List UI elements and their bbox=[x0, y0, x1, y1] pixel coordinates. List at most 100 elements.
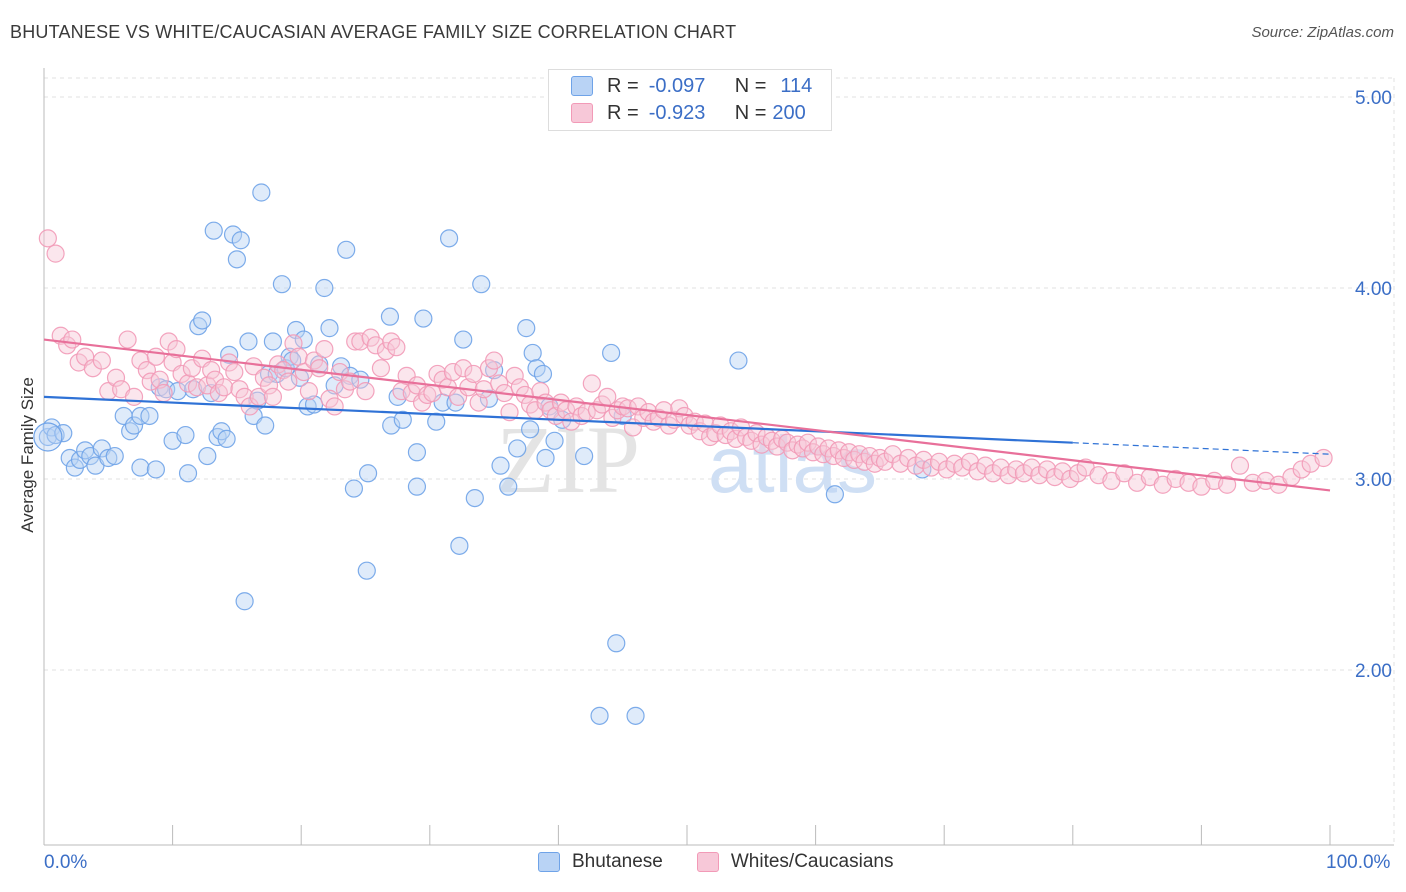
whites-trend-line bbox=[43, 338, 1331, 492]
whites-point bbox=[376, 341, 396, 361]
watermark-zip: ZIP bbox=[496, 406, 640, 513]
whites-point bbox=[531, 382, 550, 401]
bhutanese-point bbox=[358, 464, 378, 483]
whites-point bbox=[991, 458, 1010, 477]
bhutanese-point bbox=[105, 446, 124, 466]
whites-point bbox=[244, 357, 263, 376]
whites-point bbox=[63, 330, 82, 349]
bhutanese-point bbox=[272, 275, 292, 294]
bhutanese-point bbox=[407, 477, 427, 496]
bhutanese-point bbox=[124, 416, 144, 435]
whites-point bbox=[711, 416, 730, 435]
whites-point bbox=[387, 338, 406, 357]
whites-point bbox=[92, 351, 111, 370]
bhutanese-point bbox=[217, 429, 236, 448]
chart-title: BHUTANESE VS WHITE/CAUCASIAN AVERAGE FAM… bbox=[10, 22, 737, 42]
bhutanese-point bbox=[146, 460, 165, 479]
bhutanese-point bbox=[499, 477, 518, 496]
bhutanese-point bbox=[227, 250, 246, 269]
legend-swatch-pink bbox=[696, 852, 719, 872]
bhutanese-point bbox=[193, 311, 212, 330]
bhutanese-point bbox=[380, 307, 400, 326]
n-value: 114 bbox=[780, 74, 813, 97]
whites-point bbox=[1022, 458, 1041, 477]
bhutanese-point bbox=[168, 382, 187, 401]
bhutanese-point bbox=[414, 309, 433, 328]
whites-point bbox=[172, 364, 191, 384]
x-tick-label-max: 100.0% bbox=[1326, 852, 1391, 873]
whites-point bbox=[351, 332, 370, 351]
bhutanese-point bbox=[294, 330, 313, 349]
bhutanese-point bbox=[252, 183, 271, 202]
bhutanese-point bbox=[235, 592, 254, 611]
bhutanese-point bbox=[263, 332, 283, 351]
whites-point bbox=[178, 374, 198, 393]
whites-point bbox=[914, 450, 933, 469]
bhutanese-point bbox=[239, 332, 258, 351]
bhutanese-point bbox=[140, 406, 159, 426]
whites-point bbox=[310, 359, 329, 378]
bhutanese-point bbox=[198, 446, 217, 466]
y-axis-label: Average Family Size bbox=[18, 377, 37, 533]
whites-point bbox=[279, 372, 298, 391]
whites-point bbox=[268, 355, 288, 374]
whites-point bbox=[146, 347, 165, 366]
bhutanese-point bbox=[825, 485, 844, 504]
whites-point bbox=[154, 383, 173, 403]
whites-point bbox=[299, 382, 319, 401]
bhutanese-point bbox=[521, 420, 540, 439]
bhutanese-point bbox=[590, 706, 609, 725]
whites-point bbox=[124, 387, 144, 406]
whites-point bbox=[202, 361, 221, 380]
n-value: 200 bbox=[772, 101, 806, 124]
bhutanese-point bbox=[286, 320, 306, 340]
bhutanese-point bbox=[626, 706, 645, 725]
whites-point bbox=[474, 380, 493, 399]
series-legend: Bhutanese Whites/Caucasians bbox=[538, 851, 927, 873]
whites-point bbox=[131, 351, 150, 370]
bhutanese-point bbox=[472, 275, 491, 294]
y-tick-label: 3.00 bbox=[1355, 470, 1392, 491]
bhutanese-point bbox=[176, 425, 195, 445]
legend-label-bhutanese: Bhutanese bbox=[572, 851, 663, 872]
whites-point bbox=[883, 445, 902, 464]
whites-point bbox=[150, 370, 169, 389]
n-label: N = bbox=[734, 74, 767, 97]
bhutanese-point bbox=[407, 443, 427, 462]
whites-point bbox=[209, 383, 228, 403]
bhutanese-point bbox=[533, 364, 553, 384]
whites-point bbox=[263, 387, 283, 406]
whites-point bbox=[1115, 464, 1134, 483]
whites-point bbox=[356, 382, 375, 401]
r-label: R = bbox=[607, 74, 639, 97]
bhutanese-point bbox=[325, 376, 344, 395]
n-label: N = bbox=[734, 101, 767, 124]
whites-point bbox=[428, 364, 447, 384]
bhutanese-points bbox=[33, 183, 932, 725]
whites-point bbox=[1053, 462, 1072, 481]
whites-point bbox=[340, 372, 360, 391]
bhutanese-point bbox=[337, 240, 356, 259]
whites-point bbox=[960, 452, 980, 471]
bhutanese-point bbox=[393, 410, 412, 429]
whites-point bbox=[38, 229, 57, 248]
bhutanese-point bbox=[231, 231, 250, 250]
y-tick-labels: 2.00 3.00 4.00 5.00 bbox=[1355, 88, 1392, 682]
bhutanese-point bbox=[607, 634, 626, 653]
legend-swatch-blue bbox=[571, 76, 593, 96]
y-tick-label: 2.00 bbox=[1355, 661, 1392, 682]
whites-point bbox=[382, 332, 401, 351]
whites-point bbox=[464, 364, 483, 384]
r-label: R = bbox=[607, 101, 639, 124]
whites-point bbox=[225, 362, 244, 382]
bhutanese-trend-extension bbox=[1072, 442, 1331, 455]
whites-point bbox=[1314, 448, 1333, 468]
whites-point bbox=[454, 359, 473, 378]
legend-item-bhutanese: Bhutanese bbox=[538, 851, 663, 873]
bhutanese-point bbox=[320, 319, 339, 338]
bhutanese-point bbox=[204, 221, 223, 240]
whites-point bbox=[1292, 460, 1311, 479]
whites-point bbox=[137, 361, 156, 380]
bhutanese-point bbox=[298, 397, 317, 416]
bhutanese-point bbox=[545, 431, 564, 450]
